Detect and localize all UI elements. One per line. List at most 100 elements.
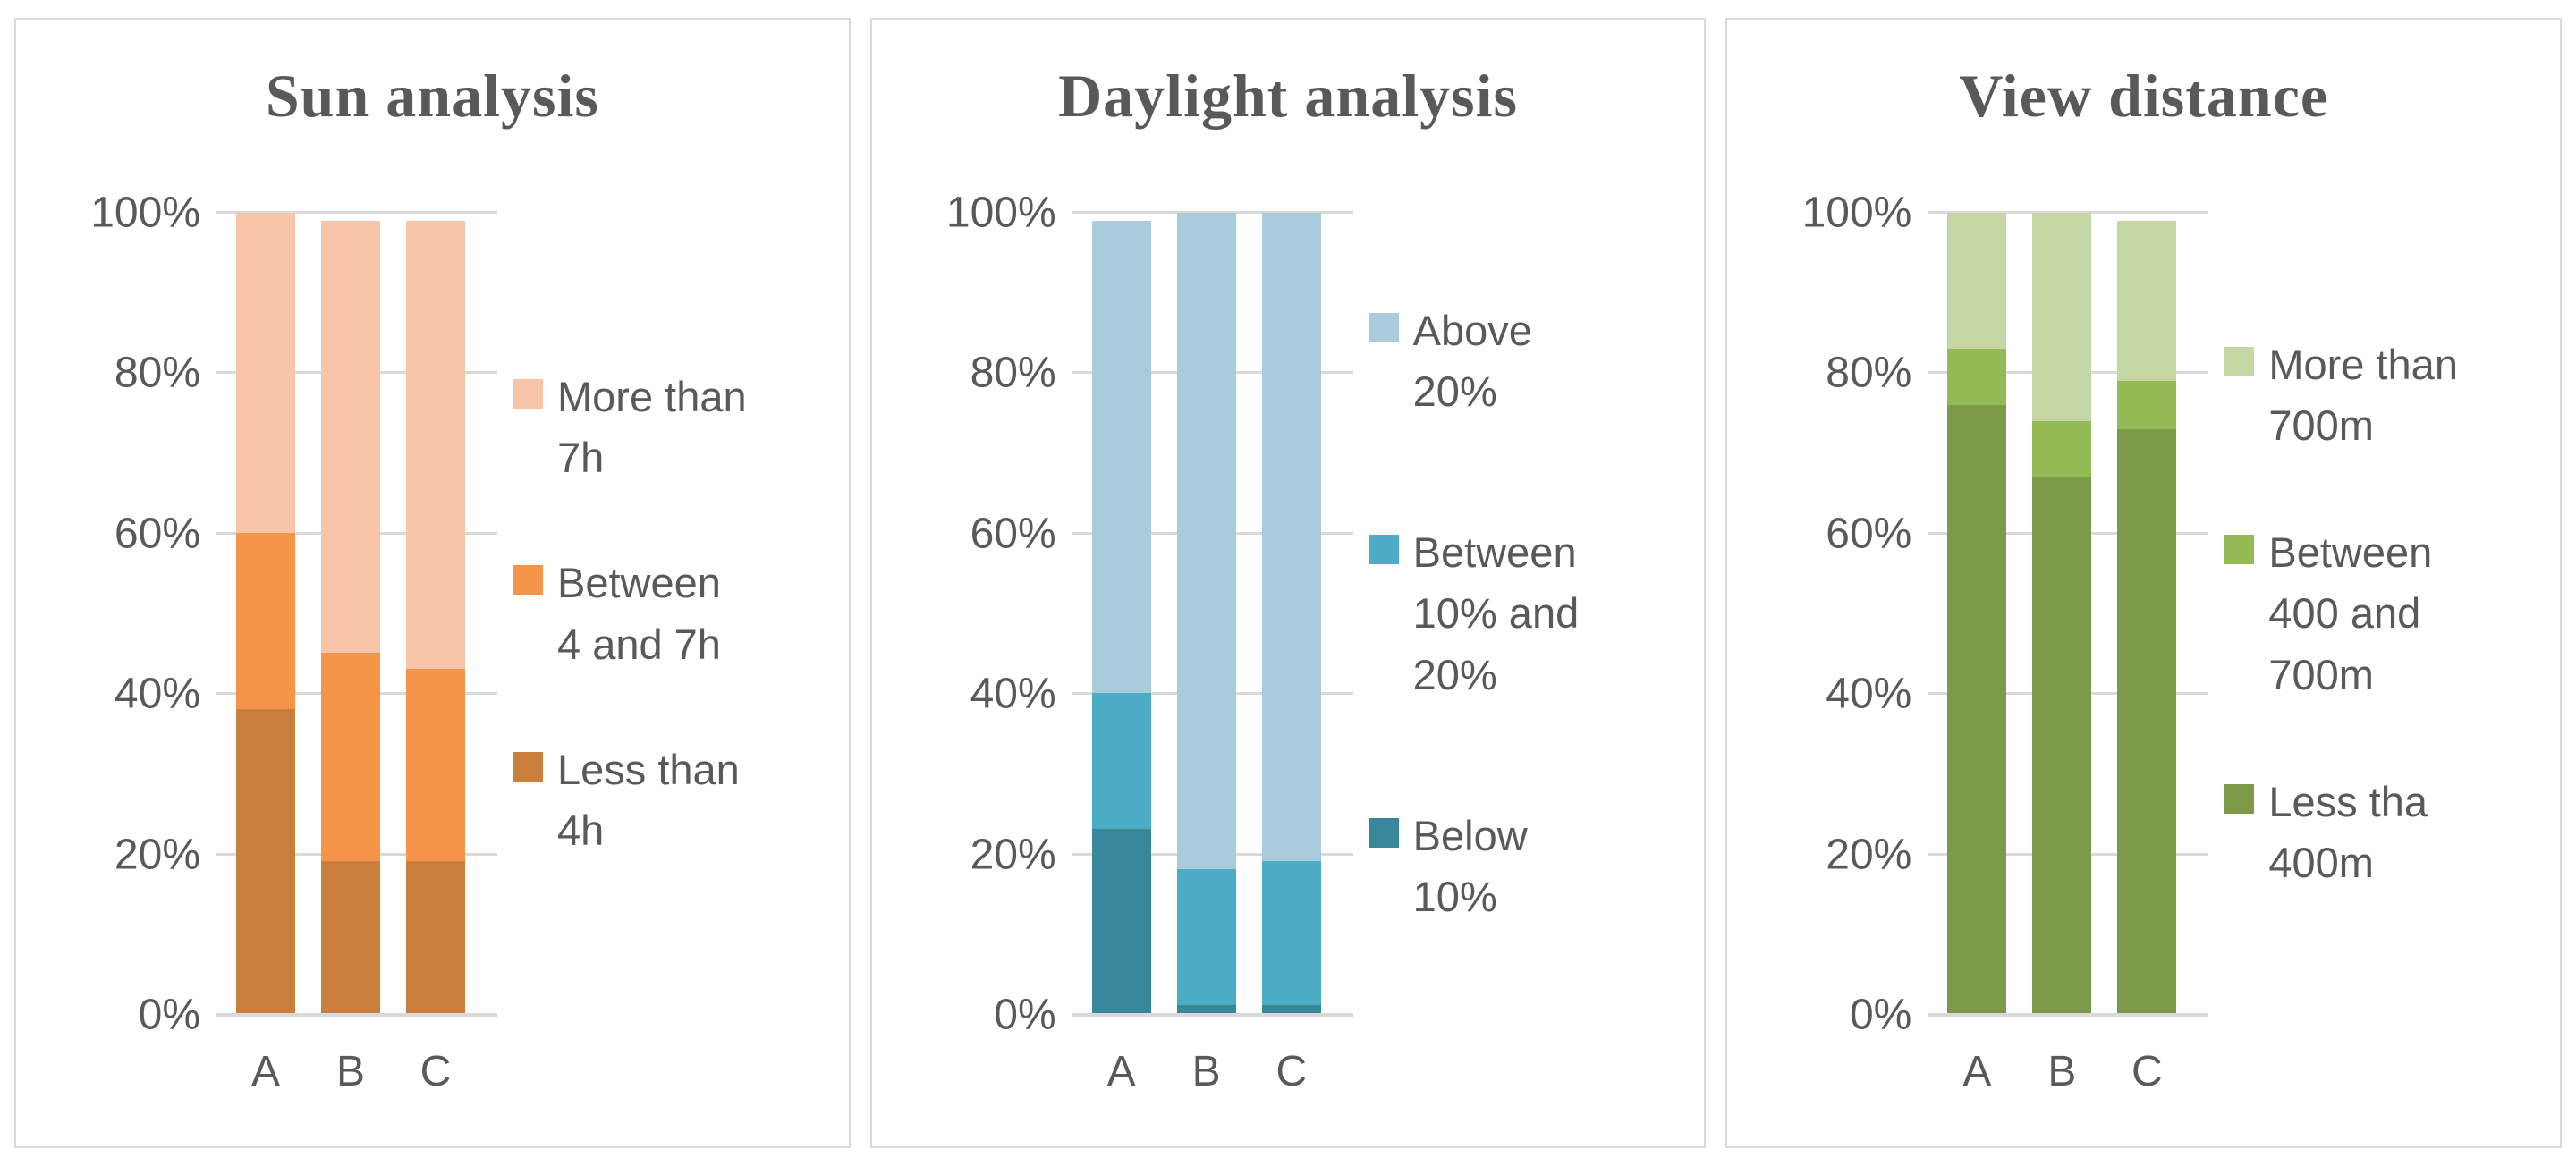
legend: More than 700m Between 400 and 700m Less t… — [2224, 213, 2538, 1015]
bar-segment — [2032, 477, 2092, 1013]
y-tick-label: 20% — [970, 831, 1056, 879]
legend-color-chip — [2224, 347, 2255, 376]
y-tick-label: 20% — [1826, 831, 1912, 879]
bar-segment — [1261, 860, 1321, 1006]
legend-color-chip — [2224, 783, 2255, 814]
bar-segment — [406, 220, 465, 670]
legend-item: Below 10% — [1368, 806, 1682, 927]
legend-label: Between 4 and 7h — [557, 559, 721, 668]
legend-item: Less than 4h — [513, 739, 826, 861]
category-label: A — [1106, 1048, 1136, 1095]
bar-segment — [321, 653, 380, 861]
legend-color-chip — [2224, 535, 2255, 565]
legend: Above 20% Between 10% and 20% Below 10% — [1368, 213, 1682, 1015]
bar-segment — [1947, 349, 2007, 405]
bar-A — [1091, 213, 1151, 1013]
sun-analysis-panel: Sun analysis 100% 80% 60% 40% 20% 0% A B C More … — [14, 18, 851, 1148]
y-tick-label: 80% — [970, 349, 1056, 397]
daylight-analysis-panel: Daylight analysis 100% 80% 60% 40% 20% 0% A B C … — [869, 18, 1707, 1148]
legend-item: Above 20% — [1368, 300, 1682, 422]
bar-A — [236, 213, 295, 1013]
grid-line — [216, 211, 497, 214]
chart-title: Sun analysis — [265, 62, 599, 130]
bar-C — [2117, 213, 2177, 1013]
legend-item: Between 400 and 700m — [2224, 522, 2538, 705]
legend-color-chip — [1368, 817, 1399, 848]
bar-segment — [1091, 829, 1151, 1013]
bar-B — [1176, 213, 1236, 1013]
bar-segment — [1091, 220, 1151, 694]
bar-segment — [1261, 213, 1321, 861]
y-tick-label: 40% — [970, 670, 1056, 718]
legend-label: Above 20% — [1412, 307, 1532, 416]
category-label: B — [335, 1048, 365, 1095]
legend-label: Less tha 400m — [2268, 777, 2428, 886]
legend-color-chip — [1368, 313, 1399, 342]
y-tick-label: 100% — [945, 189, 1056, 237]
grid-line — [1072, 1013, 1353, 1017]
legend-label: Between 400 and 700m — [2268, 528, 2433, 698]
bar-segment — [1091, 693, 1151, 830]
category-label: B — [1191, 1048, 1221, 1095]
bar-segment — [1947, 213, 2007, 350]
y-tick-label: 0% — [1849, 991, 1912, 1039]
category-label: B — [2047, 1048, 2077, 1095]
bar-segment — [406, 669, 465, 861]
legend-label: More than 700m — [2268, 341, 2458, 450]
category-label: A — [250, 1048, 280, 1095]
grid-line — [1928, 211, 2209, 214]
bar-segment — [236, 533, 295, 709]
bar-segment — [321, 860, 380, 1013]
y-tick-label: 80% — [1826, 349, 1912, 397]
legend-color-chip — [513, 751, 543, 782]
y-tick-label: 60% — [114, 510, 200, 558]
grid-line — [1072, 211, 1353, 214]
legend-color-chip — [513, 565, 543, 596]
y-tick-label: 0% — [138, 991, 200, 1039]
bar-B — [2032, 213, 2092, 1013]
bar-C — [1261, 213, 1321, 1013]
legend-label: Between 10% and 20% — [1412, 528, 1580, 698]
chart-title: View distance — [1959, 62, 2329, 130]
bar-segment — [1176, 868, 1236, 1006]
bar-segment — [236, 708, 295, 1013]
y-tick-label: 40% — [1826, 670, 1912, 718]
bar-segment — [2117, 220, 2177, 381]
y-tick-label: 40% — [114, 670, 200, 718]
plot-area: 100% 80% 60% 40% 20% 0% A B C — [946, 190, 1353, 1095]
legend-item: More than 7h — [513, 367, 826, 488]
y-tick-label: 100% — [90, 189, 200, 237]
category-label: C — [1275, 1048, 1307, 1095]
legend: More than 7h Between 4 and 7h Less than 4h — [513, 213, 826, 1015]
bar-C — [406, 213, 465, 1013]
plot-area: 100% 80% 60% 40% 20% 0% A B C — [1802, 190, 2209, 1095]
bar-segment — [1176, 1005, 1236, 1013]
bar-segment — [321, 220, 380, 654]
plot-area: 100% 80% 60% 40% 20% 0% A B C — [90, 190, 497, 1095]
legend-item: Less tha 400m — [2224, 772, 2538, 893]
y-tick-label: 100% — [1801, 189, 1912, 237]
bar-B — [321, 213, 380, 1013]
bar-segment — [2117, 428, 2177, 1013]
bar-segment — [1176, 213, 1236, 869]
category-label: C — [419, 1048, 452, 1095]
grid-line — [1928, 1013, 2209, 1017]
bar-segment — [1947, 404, 2007, 1013]
y-tick-label: 80% — [114, 349, 200, 397]
view-distance-panel: View distance 100% 80% 60% 40% 20% 0% A B C More… — [1725, 18, 2563, 1148]
legend-label: More than 7h — [557, 373, 747, 482]
legend-color-chip — [513, 379, 543, 410]
y-tick-label: 20% — [114, 831, 200, 879]
bar-segment — [406, 860, 465, 1013]
legend-label: Less than 4h — [557, 745, 740, 854]
legend-label: Below 10% — [1412, 811, 1528, 920]
category-label: C — [2131, 1048, 2163, 1095]
category-label: A — [1962, 1048, 1992, 1095]
legend-item: More than 700m — [2224, 334, 2538, 456]
legend-item: Between 4 and 7h — [513, 553, 826, 674]
bar-segment — [1261, 1005, 1321, 1013]
bar-A — [1947, 213, 2007, 1013]
y-tick-label: 60% — [1826, 510, 1912, 558]
legend-item: Between 10% and 20% — [1368, 522, 1682, 705]
